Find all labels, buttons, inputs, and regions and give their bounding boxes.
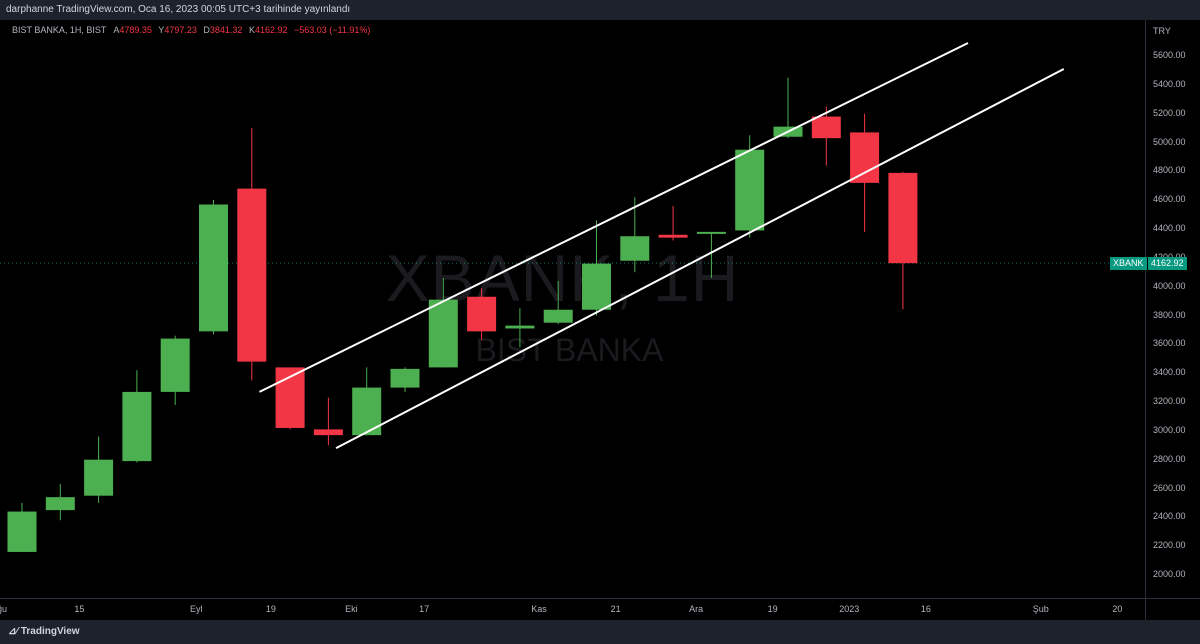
time-tick-label: 15 [74, 604, 85, 614]
candle-body [199, 204, 228, 332]
price-tick-label: 3800.00 [1153, 309, 1186, 320]
price-tick-label: 4400.00 [1153, 223, 1186, 233]
candle-body [160, 338, 190, 392]
tradingview-logo-icon: ⊿⁄ TradingView [8, 626, 80, 637]
publish-info: darphanne TradingView.com, Oca 16, 2023 … [6, 4, 351, 15]
candle-body [811, 116, 841, 139]
price-tick-label: 4800.00 [1153, 165, 1186, 176]
candle-body [122, 391, 152, 462]
candle-body [888, 172, 918, 264]
candle-body [658, 234, 688, 238]
price-tick-label: 5400.00 [1153, 78, 1186, 89]
legend-symbol: BIST BANKA, 1H, BIST [12, 25, 107, 35]
time-tick-label: Eki [345, 604, 358, 614]
legend-high-label: Y [158, 25, 165, 35]
candle-body [352, 387, 382, 436]
price-tick-label: 2000.00 [1153, 569, 1186, 579]
time-axis[interactable]: Ağu 15 Eyl 19 Eki 17 Kas 21 Ara 19 2023 16 Şub 20 [0, 598, 1145, 621]
footer-bar: ⊿⁄ TradingView [0, 620, 1200, 644]
candle-body [543, 309, 573, 323]
symbol-legend: BIST BANKA, 1H, BIST A4789.35 Y4797.23 D… [12, 25, 374, 35]
time-tick-label: 19 [265, 604, 276, 614]
time-tick-label: Ara [689, 604, 704, 614]
candle-body [237, 188, 267, 362]
time-tick-label: 16 [920, 604, 931, 614]
chart-area[interactable] [0, 20, 1145, 598]
axis-corner [1145, 598, 1200, 621]
price-tick-label: 3000.00 [1153, 424, 1186, 435]
time-tick-label: 20 [1112, 604, 1123, 614]
time-tick-label: 17 [419, 604, 430, 614]
price-tick-label: 5600.00 [1153, 50, 1186, 60]
price-tick-label: 5000.00 [1153, 136, 1186, 147]
candle-body [7, 511, 37, 552]
candle-body [850, 132, 880, 183]
time-tick-label: 2023 [839, 604, 860, 614]
legend-low: 3841.32 [209, 25, 243, 35]
price-tick-label: 2200.00 [1153, 540, 1186, 551]
price-tick-label: 3600.00 [1153, 338, 1186, 349]
candle-body [428, 299, 458, 368]
candle-body [390, 368, 420, 388]
legend-close: 4162.92 [254, 25, 288, 35]
time-tick-label: Ağu [0, 604, 8, 614]
candle-body [582, 263, 611, 310]
time-tick-label: 19 [767, 604, 778, 614]
legend-change: −563.03 (−11.91%) [294, 25, 371, 35]
candle-body [45, 497, 75, 511]
channel-line [335, 68, 1065, 450]
time-tick-label: 21 [610, 604, 621, 614]
current-price-tag: 4162.92 [1148, 257, 1187, 270]
candle-body [620, 236, 650, 261]
candle-body [696, 231, 726, 234]
price-tick-label: 3400.00 [1153, 367, 1186, 378]
candlestick-chart[interactable] [0, 0, 1145, 598]
legend-low-label: D [203, 25, 210, 35]
time-tick-label: Kas [531, 604, 547, 614]
price-tick-label: 4000.00 [1153, 280, 1186, 291]
channel-line [259, 42, 969, 393]
price-tick-label: 2800.00 [1153, 453, 1186, 464]
candle-body [505, 325, 535, 329]
price-tick-label: 4600.00 [1153, 194, 1186, 205]
time-tick-label: Eyl [189, 604, 203, 614]
price-axis[interactable]: TRY 5600.00 5400.00 5200.00 5000.00 4800.00 4… [1145, 20, 1200, 598]
symbol-price-tag: XBANK [1110, 257, 1147, 270]
price-tick-label: 3200.00 [1153, 396, 1186, 406]
candle-body [735, 149, 765, 231]
candle-body [313, 429, 343, 436]
price-tick-label: 4200.00 [1153, 252, 1186, 262]
legend-close-label: K [248, 25, 255, 35]
candle-body [84, 459, 114, 496]
top-bar: darphanne TradingView.com, Oca 16, 2023 … [0, 0, 1200, 20]
price-tick-label: 2400.00 [1153, 511, 1186, 522]
price-tick-label: 2600.00 [1153, 482, 1186, 493]
legend-high: 4797.23 [164, 25, 197, 35]
legend-open-label: A [113, 25, 120, 35]
price-tick-label: 5200.00 [1153, 107, 1186, 118]
currency-label: TRY [1153, 26, 1171, 36]
legend-open: 4789.35 [119, 25, 152, 35]
candle-body [467, 296, 497, 332]
time-tick-label: Şub [1032, 604, 1049, 614]
